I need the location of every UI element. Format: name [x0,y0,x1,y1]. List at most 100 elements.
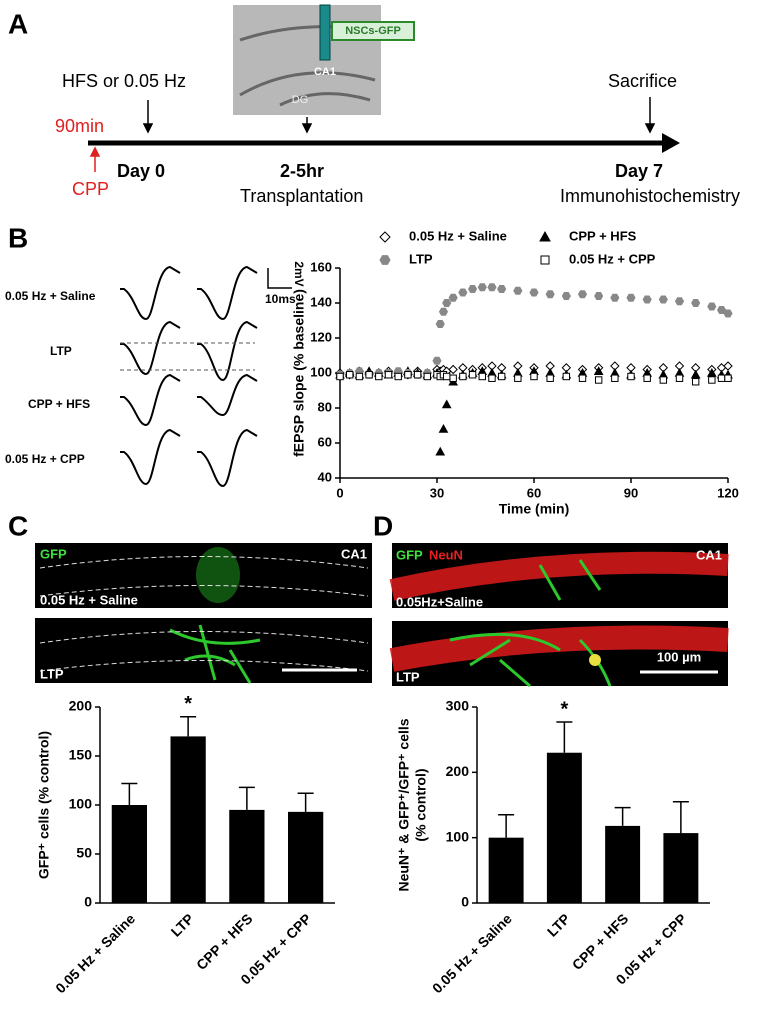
marker [467,285,478,293]
marker [627,372,635,381]
marker [690,369,701,379]
trace [120,320,181,376]
injection-needle [319,4,331,61]
trace [197,320,258,382]
trace [197,265,258,321]
x-tick-label: 90 [624,485,638,500]
marker [643,374,651,382]
bar [663,833,699,903]
trace [197,428,258,488]
legend-label: 0.05 Hz + CPP [569,251,656,266]
error-bar [297,792,314,812]
marker [448,293,458,302]
marker [530,372,538,381]
x-tick-label: CPP + HFS [193,910,256,973]
gfp-signal [449,632,612,688]
marker [336,372,344,381]
scale-label: 100 µm [657,649,701,664]
error-bar [121,782,138,805]
image-region: CA1 [314,66,336,78]
timeline-label: HFS or 0.05 Hz [62,71,186,91]
marker [497,285,507,293]
marker [723,309,733,318]
marker [384,371,393,379]
marker [594,292,604,300]
significance-marker: * [184,693,192,715]
marker [723,361,733,371]
bar [288,811,324,903]
bar [170,736,206,903]
marker [691,378,700,386]
trace-label: LTP [50,344,72,358]
y-tick-label: 160 [310,259,332,274]
neun-signal [389,625,729,672]
marker [365,371,373,379]
timeline-label: Transplantation [240,186,363,206]
error-bar [556,721,573,753]
bar [488,837,524,903]
panel-label: C [8,510,28,541]
x-tick-label: 0.05 Hz + Saline [429,910,515,996]
marker [707,302,717,311]
legend-marker [539,230,551,242]
marker [513,286,523,295]
y-tick-label: 0 [84,894,92,910]
trace [120,428,181,486]
trace [120,373,181,427]
gfp-signal [538,559,602,601]
y-tick-label: 100 [69,796,93,812]
x-axis-label: Time (min) [499,501,570,517]
x-tick-label: 0 [336,485,343,500]
marker [458,288,468,297]
marker [478,372,486,381]
y-tick-label: 200 [69,698,93,714]
marker [562,372,571,381]
y-axis-label: (% control) [413,768,429,841]
timeline-arrows [142,97,656,134]
marker [642,295,652,304]
marker [659,376,668,384]
timeline-arrowhead [662,133,680,153]
stain-label: NeuN [429,547,463,562]
marker [346,371,354,379]
y-tick-label: 300 [446,698,470,714]
marker [658,295,668,304]
x-tick-label: LTP [544,910,573,939]
y-tick-label: 140 [310,294,332,309]
trace-label: 0.05 Hz + Saline [5,289,96,303]
marker [546,374,554,382]
timeline-label: Immunohistochemistry [560,186,740,206]
timeline-label: Sacrifice [608,71,677,91]
marker [435,446,446,456]
marker [404,371,412,379]
x-tick-label: 120 [717,485,739,500]
legend-marker [379,231,391,243]
timeline-label: Day 7 [615,161,663,181]
y-tick-label: 200 [446,763,470,779]
traces [120,265,258,488]
x-tick-label: 60 [527,485,541,500]
marker [488,374,496,382]
timeline-label: 90min [55,116,104,136]
bar [546,752,582,903]
y-axis-label: GFP⁺ cells (% control) [36,731,52,879]
y-tick-label: 100 [310,364,332,379]
error-bar [614,806,631,826]
marker [708,376,716,384]
scale-bar [267,268,292,289]
panel-label: D [373,510,393,541]
scale-label: 2mV [292,261,306,286]
marker [355,372,364,381]
marker [442,299,452,307]
image-label: LTP [40,666,64,681]
colocalized-cell [589,654,601,666]
image-region: DG [292,94,309,106]
neun-signal [389,551,729,601]
error-bar [238,786,255,810]
marker [449,374,457,382]
y-tick-label: 100 [446,828,470,844]
y-axis-label: NeuN⁺ & GFP⁺/GFP⁺ cells [396,718,412,891]
y-tick-label: 40 [318,469,332,484]
marker [459,372,467,381]
